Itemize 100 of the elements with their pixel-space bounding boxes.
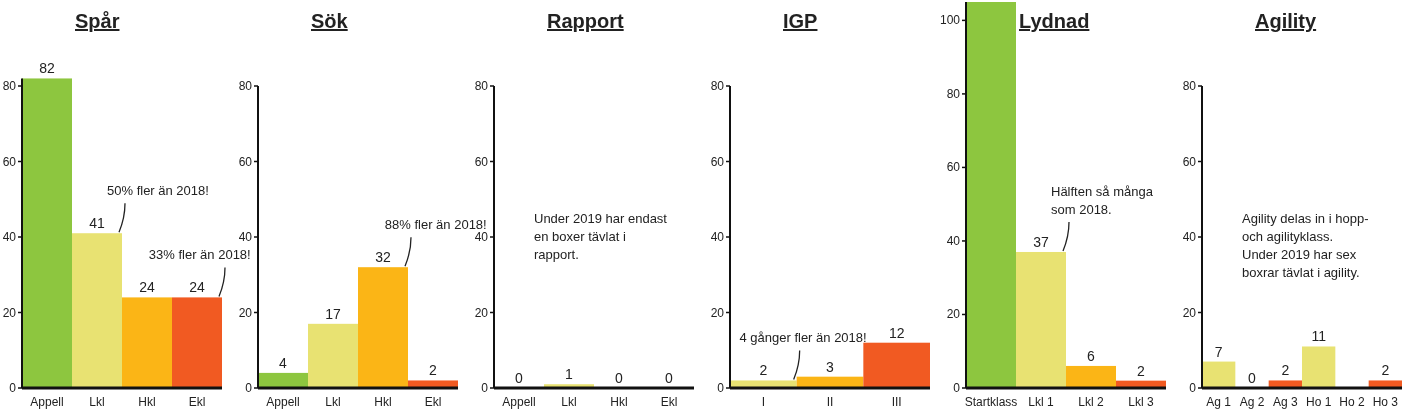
bar (122, 297, 172, 388)
data-label: 1 (565, 366, 574, 383)
y-tick-label: 40 (710, 230, 725, 244)
bar (1302, 346, 1336, 388)
chart-title: Rapport (547, 10, 624, 32)
data-label: 37 (1033, 233, 1049, 250)
y-tick-label: 80 (1182, 79, 1197, 93)
data-label: 12 (888, 324, 905, 341)
data-label: 41 (89, 215, 105, 232)
x-tick-label: Ekl (188, 395, 206, 409)
y-tick-label: 20 (1182, 305, 1197, 320)
x-tick-label: Ag 2 (1239, 395, 1265, 409)
y-tick-label: 80 (238, 79, 253, 93)
y-tick-label: 0 (1189, 381, 1197, 395)
data-label: 0 (515, 370, 524, 386)
y-tick-label: 20 (710, 305, 725, 320)
x-tick-label: Hkl (374, 395, 392, 409)
data-label: 4 (279, 354, 288, 371)
y-tick-label: 80 (710, 79, 725, 93)
data-label: 82 (39, 60, 55, 77)
y-tick-label: 0 (717, 381, 725, 395)
x-tick-label: Lkl 3 (1128, 395, 1154, 409)
y-tick-label: 60 (946, 160, 961, 175)
data-label: 17 (325, 305, 341, 322)
y-tick-label: 0 (481, 381, 489, 395)
x-tick-label: Lkl (561, 395, 577, 409)
annotation: Agility delas in i hopp- och agilityklass. Under 2019 har sex boxrar tävlat i agility. (1242, 211, 1369, 280)
data-label: 3 (826, 358, 835, 375)
y-tick-label: 40 (238, 230, 253, 244)
y-tick-label: 20 (238, 305, 253, 320)
y-tick-label: 0 (953, 381, 961, 395)
y-tick-label: 60 (474, 154, 489, 169)
bar (408, 380, 458, 388)
y-tick-label: 40 (474, 230, 489, 244)
bar (1202, 361, 1236, 388)
data-label: 2 (1137, 362, 1146, 379)
annotation: Hälften så många som 2018. (1051, 183, 1154, 217)
x-tick-label: Lkl 1 (1028, 395, 1054, 409)
y-tick-label: 40 (946, 233, 961, 248)
data-label: 11 (1311, 328, 1327, 345)
bar (1268, 380, 1302, 388)
x-tick-label: Ag 1 (1206, 395, 1232, 409)
y-tick-label: 0 (245, 381, 253, 395)
data-label: 24 (139, 279, 155, 296)
data-label: 0 (665, 370, 674, 386)
x-tick-label: Lkl (325, 395, 341, 409)
annotation: 33% fler än 2018! (148, 247, 251, 263)
data-label: 32 (375, 249, 391, 266)
y-tick-label: 40 (1182, 230, 1197, 244)
y-tick-label: 20 (474, 305, 489, 320)
x-tick-label: Appell (30, 395, 64, 409)
y-tick-label: 20 (946, 307, 961, 322)
bar (308, 323, 358, 388)
y-tick-label: 60 (238, 154, 253, 169)
y-tick-label: 60 (1182, 154, 1197, 169)
y-tick-label: 80 (946, 86, 961, 101)
x-tick-label: Ho 3 (1372, 395, 1399, 409)
y-tick-label: 60 (710, 154, 725, 169)
data-label: 0 (615, 370, 624, 386)
bar (358, 267, 408, 388)
data-label: 24 (189, 279, 205, 296)
x-tick-label: Ho 1 (1305, 395, 1332, 409)
chart-title: Agility (1255, 10, 1317, 32)
x-tick-label: Startklass (964, 395, 1018, 409)
bar (72, 233, 122, 388)
annotation: 50% fler än 2018! (107, 183, 209, 199)
x-tick-label: Ag 3 (1272, 395, 1298, 409)
annotation: 88% fler än 2018! (384, 217, 487, 233)
y-tick-label: 60 (2, 154, 17, 169)
y-tick-label: 80 (474, 79, 489, 93)
y-tick-label: 0 (9, 381, 17, 395)
x-tick-label: Ho 2 (1339, 395, 1365, 409)
x-tick-label: Hkl (610, 395, 628, 409)
chart-title: Spår (75, 10, 120, 32)
x-tick-label: Ekl (660, 395, 678, 409)
bar (258, 372, 308, 388)
data-label: 2 (759, 362, 768, 379)
x-tick-label: Lkl 2 (1078, 395, 1104, 409)
y-tick-label: 40 (2, 230, 17, 244)
y-tick-label: 20 (2, 305, 17, 320)
annotation: 4 gånger fler än 2018! (739, 330, 867, 346)
chart-title: Lydnad (1019, 10, 1090, 32)
x-tick-label: Ekl (424, 395, 442, 409)
bar (1368, 380, 1402, 388)
bar (863, 342, 930, 388)
bar (172, 297, 222, 388)
x-tick-label: Hkl (138, 395, 156, 409)
y-tick-label: 100 (939, 13, 961, 28)
x-tick-label: I (761, 395, 766, 409)
y-tick-label: 80 (2, 79, 17, 93)
x-tick-label: II (826, 395, 834, 409)
x-tick-label: Appell (266, 395, 300, 409)
data-label: 2 (429, 362, 438, 379)
chart-title: IGP (783, 10, 818, 32)
bar (1066, 365, 1116, 388)
bar (730, 380, 797, 388)
x-tick-label: Lkl (89, 395, 105, 409)
x-tick-label: Appell (502, 395, 536, 409)
chart-title: Sök (311, 10, 349, 32)
data-label: 2 (1281, 362, 1290, 379)
